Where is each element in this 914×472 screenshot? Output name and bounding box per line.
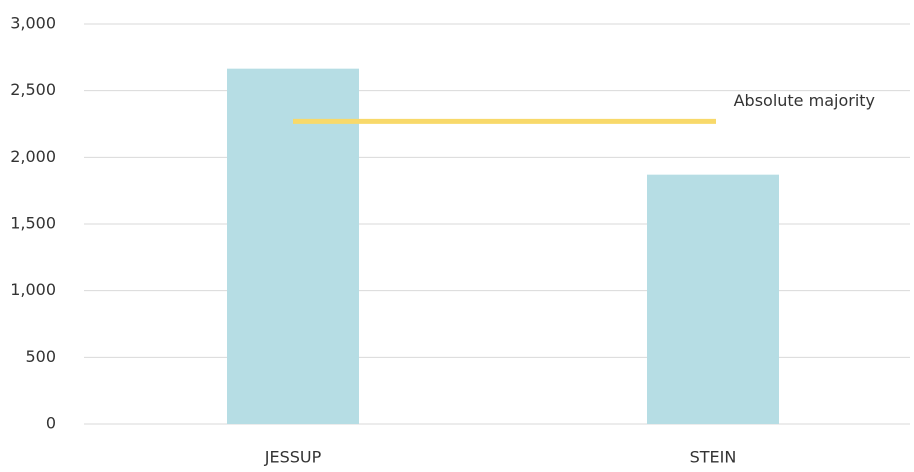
y-tick-label: 1,000 bbox=[10, 280, 56, 299]
y-tick-label: 500 bbox=[25, 347, 56, 366]
y-tick-label: 0 bbox=[46, 414, 56, 433]
y-tick-label: 2,000 bbox=[10, 147, 56, 166]
x-tick-label: JESSUP bbox=[264, 448, 322, 467]
bar bbox=[647, 174, 779, 424]
x-tick-label: STEIN bbox=[690, 448, 737, 467]
y-tick-label: 2,500 bbox=[10, 80, 56, 99]
bar bbox=[227, 68, 359, 425]
y-tick-label: 1,500 bbox=[10, 214, 56, 233]
y-tick-label: 3,000 bbox=[10, 14, 56, 33]
reference-label: Absolute majority bbox=[734, 91, 875, 110]
